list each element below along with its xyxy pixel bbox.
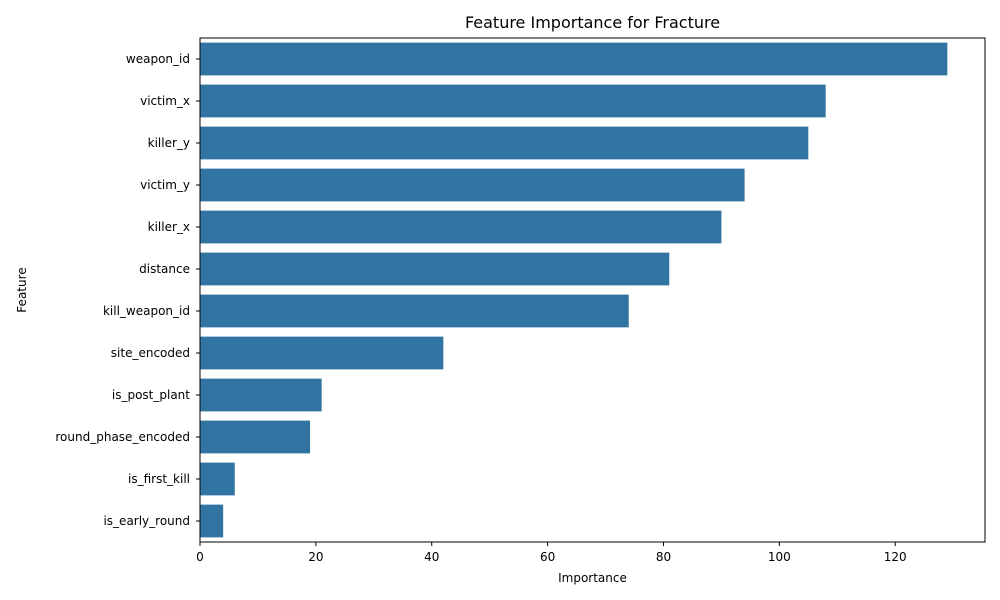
y-tick-label: is_post_plant — [112, 388, 190, 402]
bar-victim-y — [200, 168, 745, 202]
x-tick-label: 60 — [540, 550, 555, 564]
x-tick-label: 0 — [196, 550, 204, 564]
y-tick-label: weapon_id — [126, 52, 190, 66]
x-tick-label: 100 — [768, 550, 791, 564]
bar-is-first-kill — [200, 462, 235, 496]
y-tick-label: victim_x — [140, 94, 190, 108]
bar-is-post-plant — [200, 378, 322, 412]
bar-victim-x — [200, 84, 826, 118]
x-axis-ticks: 0 20 40 60 80 100 120 — [196, 542, 907, 564]
x-tick-label: 120 — [884, 550, 907, 564]
x-axis-label: Importance — [558, 571, 627, 585]
y-tick-label: is_early_round — [103, 514, 190, 528]
bar-killer-x — [200, 210, 722, 244]
y-tick-label: killer_y — [148, 136, 190, 150]
bar-round-phase-encoded — [200, 420, 311, 454]
x-tick-label: 40 — [424, 550, 439, 564]
x-tick-label: 20 — [308, 550, 323, 564]
bar-distance — [200, 252, 670, 286]
y-tick-label: killer_x — [148, 220, 190, 234]
y-tick-label: round_phase_encoded — [55, 430, 190, 444]
plot-frame — [199, 37, 986, 543]
bar-killer-y — [200, 126, 809, 160]
bar-site-encoded — [200, 336, 444, 370]
bar-weapon-id — [200, 42, 948, 76]
chart-title: Feature Importance for Fracture — [465, 13, 720, 32]
y-tick-label: victim_y — [140, 178, 190, 192]
bar-is-early-round — [200, 504, 224, 538]
bar-kill-weapon-id — [200, 294, 629, 328]
y-tick-label: is_first_kill — [128, 472, 190, 486]
y-tick-label: kill_weapon_id — [103, 304, 190, 318]
y-tick-label: distance — [139, 262, 190, 276]
bars-group — [200, 42, 948, 538]
y-tick-label: site_encoded — [111, 346, 190, 360]
y-axis-ticks: weapon_id victim_x killer_y victim_y killer_… — [55, 52, 200, 528]
x-tick-label: 80 — [656, 550, 671, 564]
y-axis-label: Feature — [15, 267, 29, 312]
